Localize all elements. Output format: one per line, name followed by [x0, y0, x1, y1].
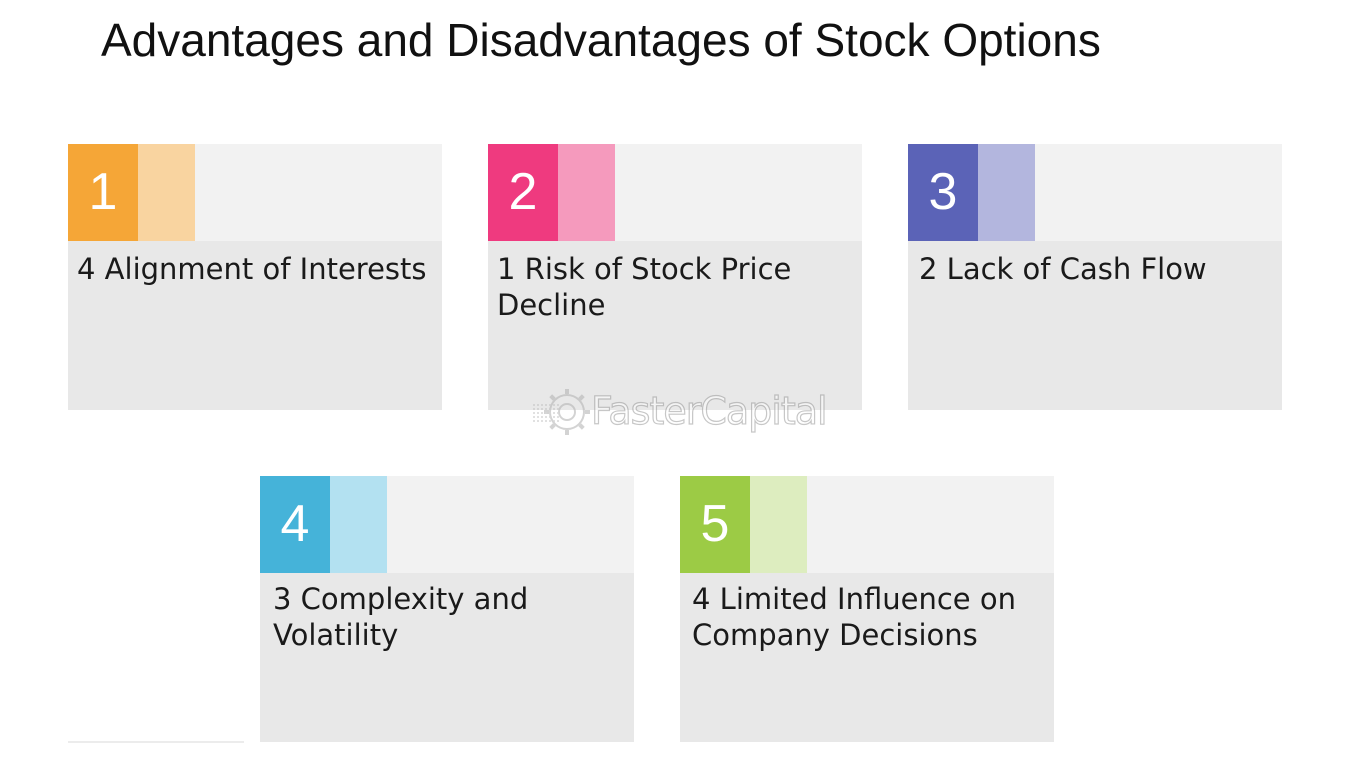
card-text: 3 Complexity and Volatility [273, 582, 529, 652]
card-number-shade [558, 144, 615, 241]
card-header: 4 [260, 476, 634, 573]
card-header: 3 [908, 144, 1282, 241]
card-number-badge: 2 [488, 144, 558, 241]
card-header: 2 [488, 144, 862, 241]
card-number-shade [978, 144, 1035, 241]
card-text: 1 Risk of Stock Price Decline [497, 252, 792, 322]
card-1: 1 4 Alignment of Interests [68, 144, 442, 410]
card-4: 4 3 Complexity and Volatility [260, 476, 634, 742]
card-text: 4 Alignment of Interests [77, 252, 427, 286]
divider [68, 741, 244, 743]
card-number-shade [330, 476, 387, 573]
card-number-shade [750, 476, 807, 573]
card-text: 2 Lack of Cash Flow [919, 252, 1207, 286]
card-number-badge: 5 [680, 476, 750, 573]
watermark-logo-text: FasterCapital [590, 388, 828, 433]
card-number-badge: 4 [260, 476, 330, 573]
card-header: 5 [680, 476, 1054, 573]
card-number-shade [138, 144, 195, 241]
gear-icon [533, 389, 590, 435]
card-text: 4 Limited Influence on Company Decisions [692, 582, 1016, 652]
card-header: 1 [68, 144, 442, 241]
page-title: Advantages and Disadvantages of Stock Op… [101, 14, 1101, 66]
card-number-badge: 1 [68, 144, 138, 241]
watermark: FasterCapital [533, 385, 828, 441]
card-5: 5 4 Limited Influence on Company Decisio… [680, 476, 1054, 742]
card-number-badge: 3 [908, 144, 978, 241]
card-3: 3 2 Lack of Cash Flow [908, 144, 1282, 410]
card-2: 2 1 Risk of Stock Price Decline [488, 144, 862, 410]
